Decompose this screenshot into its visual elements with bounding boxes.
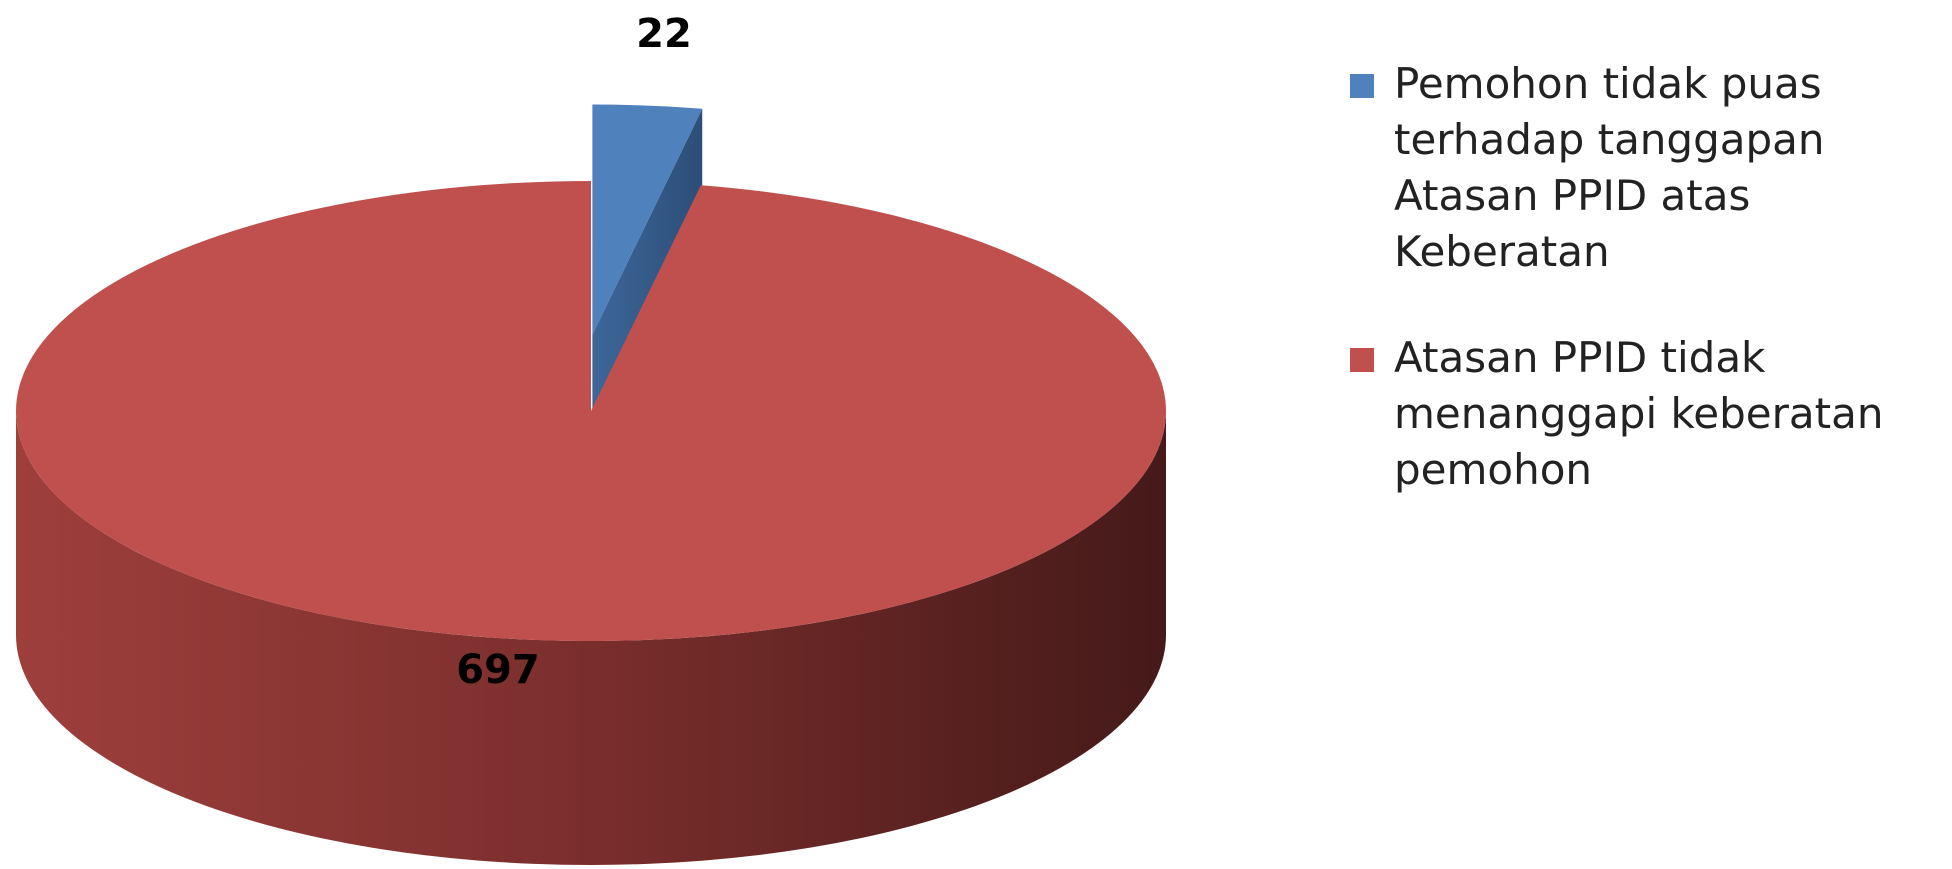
legend-swatch: [1350, 348, 1374, 372]
legend: Pemohon tidak puas terhadap tanggapan At…: [1350, 56, 1930, 548]
pie-area: 22 697: [15, 11, 1166, 865]
legend-label: Pemohon tidak puas terhadap tanggapan At…: [1394, 59, 1825, 276]
pie-slice: [592, 104, 703, 335]
legend-entry: Pemohon tidak puas terhadap tanggapan At…: [1350, 56, 1930, 280]
legend-label: Atasan PPID tidak menanggapi keberatan p…: [1394, 333, 1884, 494]
pie-slice: [15, 181, 1166, 641]
value-label: 22: [636, 11, 692, 57]
value-label: 697: [456, 647, 540, 693]
legend-entry: Atasan PPID tidak menanggapi keberatan p…: [1350, 330, 1930, 498]
slice-side: [16, 411, 1166, 865]
legend-swatch: [1350, 74, 1374, 98]
